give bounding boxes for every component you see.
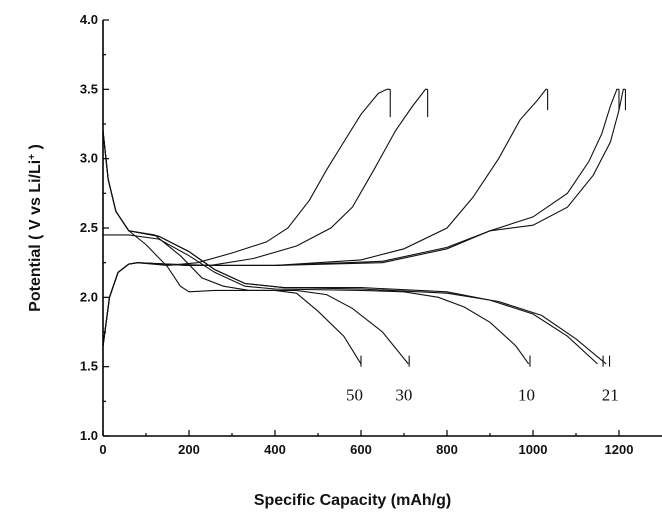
x-tick-label: 200: [178, 442, 200, 457]
curves-group: 50 30 10 21: [102, 88, 627, 404]
x-axis-title: Specific Capacity (mAh/g): [254, 492, 451, 509]
y-tick-label: 3.5: [80, 81, 98, 96]
curve-label: 10: [518, 385, 535, 404]
y-tick-label: 2.5: [80, 220, 98, 235]
curve-label: 50: [346, 385, 363, 404]
axes-group: 0 200 400 600 800 1000 1200 1.0 1.5 2.0 2.5 3.0 3.5 4…: [80, 12, 662, 457]
series-line-10: [102, 88, 626, 346]
y-tick-label: 2.0: [80, 289, 98, 304]
series-line-1: [102, 130, 362, 365]
y-tick-label: 3.0: [80, 151, 98, 166]
curve-label: 21: [602, 385, 619, 404]
series-line-5: [103, 234, 530, 365]
x-tick-label: 0: [99, 442, 106, 457]
series-line-4: [102, 88, 428, 346]
series-line-8: [102, 88, 619, 346]
series-line-2: [102, 88, 391, 346]
series-line-7: [102, 130, 598, 365]
y-axis-title-main: Potential ( V vs Li/Li: [27, 160, 44, 312]
series-line-9: [102, 130, 607, 365]
y-axis-title: Potential ( V vs Li/Li+ ): [27, 144, 45, 312]
x-tick-label: 400: [264, 442, 286, 457]
y-axis-title-end: ): [27, 144, 44, 154]
curve-label: 30: [395, 385, 412, 404]
y-tick-label: 1.0: [80, 428, 98, 443]
y-axis-title-superscript: +: [27, 154, 38, 160]
series-line-6: [102, 88, 548, 346]
x-tick-label: 1200: [605, 442, 634, 457]
y-tick-label: 4.0: [80, 12, 98, 27]
x-tick-label: 800: [436, 442, 458, 457]
x-tick-label: 600: [350, 442, 372, 457]
x-tick-label: 1000: [519, 442, 548, 457]
y-tick-label: 1.5: [80, 359, 98, 374]
